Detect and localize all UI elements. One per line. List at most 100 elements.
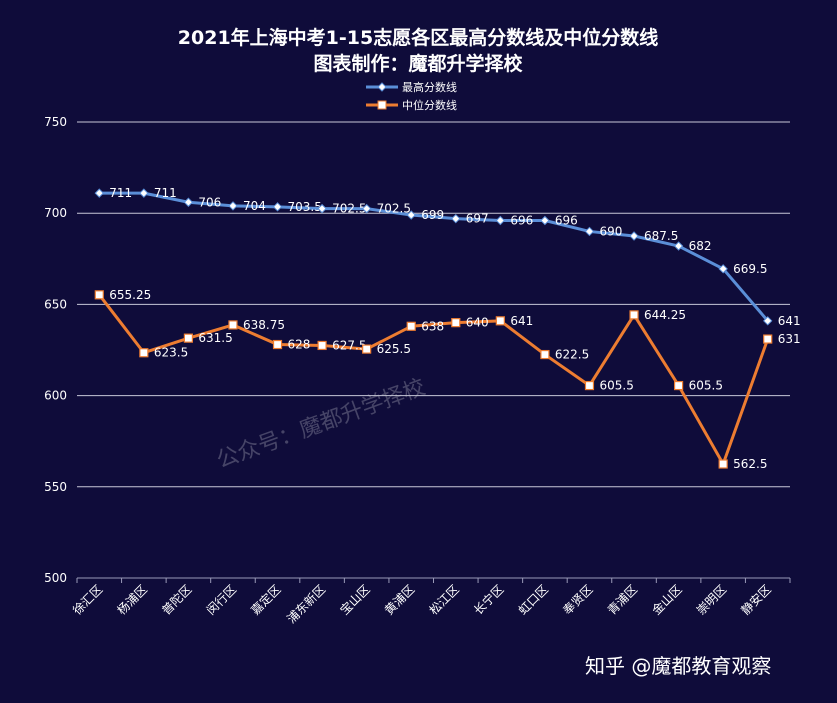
y-axis: 500 550 600 650 700 750 [44, 115, 67, 585]
x-tick-label: 浦东新区 [284, 582, 329, 627]
data-point [272, 202, 283, 212]
data-label: 696 [510, 213, 533, 227]
data-point [317, 340, 327, 351]
x-tick-label: 徐汇区 [69, 582, 105, 618]
legend-item-max: 最高分数线 [366, 80, 457, 94]
data-label: 711 [154, 186, 177, 200]
x-tick-label: 长宁区 [470, 582, 506, 618]
data-label: 631.5 [198, 331, 232, 345]
x-tick-label: 闵行区 [203, 582, 239, 618]
legend: 最高分数线 中位分数线 [366, 80, 457, 112]
data-point [584, 380, 595, 391]
data-label: 669.5 [733, 262, 767, 276]
data-label: 682 [689, 239, 712, 253]
data-point [228, 320, 238, 330]
data-point [451, 213, 461, 224]
data-point [763, 334, 773, 344]
data-label: 628 [288, 338, 311, 352]
data-label: 655.25 [109, 288, 151, 302]
data-label: 638.75 [243, 318, 285, 332]
data-point [718, 264, 728, 274]
data-label: 641 [510, 314, 533, 328]
data-label: 638 [421, 319, 444, 333]
data-point [673, 241, 684, 251]
legend-marker-square-icon [377, 100, 387, 110]
series-line [98, 293, 770, 466]
x-axis: 徐汇区 杨浦区 普陀区 闵行区 嘉定区 浦东新区 宝山区 黄浦区 松江区 长宁区 虹口区 奉贤区 青浦区… [69, 578, 791, 627]
data-label: 562.5 [733, 457, 767, 471]
y-tick-label: 500 [44, 571, 67, 585]
data-point [629, 231, 639, 241]
data-label: 699 [421, 208, 444, 222]
data-point [94, 290, 104, 300]
data-point [272, 339, 283, 350]
data-label: 627.5 [332, 338, 366, 352]
data-point [317, 203, 327, 214]
data-point [139, 188, 149, 198]
data-point [451, 318, 461, 328]
series-max: 711 711 706 704 703.5 702.5 702.5 699 697 696 696 6… [94, 186, 801, 328]
data-point [629, 310, 639, 320]
data-point [495, 316, 505, 326]
x-tick-label: 虹口区 [516, 582, 551, 617]
data-label: 605.5 [599, 379, 633, 393]
y-tick-label: 700 [44, 206, 67, 220]
data-label: 640 [466, 316, 489, 330]
x-tick-label: 崇明区 [694, 582, 729, 617]
data-point [94, 188, 104, 198]
legend-label-max: 最高分数线 [402, 80, 457, 94]
legend-item-median: 中位分数线 [366, 98, 457, 112]
data-label: 704 [243, 199, 266, 213]
x-tick-label: 松江区 [427, 582, 462, 617]
chart-title: 2021年上海中考1-15志愿各区最高分数线及中位分数线 [178, 26, 658, 49]
data-label: 631 [778, 332, 801, 346]
data-point [183, 333, 194, 343]
data-point [362, 344, 372, 354]
data-label: 605.5 [689, 379, 723, 393]
x-tick-label: 宝山区 [337, 582, 372, 617]
x-tick-label: 金山区 [649, 582, 685, 618]
legend-label-median: 中位分数线 [402, 98, 457, 112]
data-point [495, 215, 506, 226]
data-point [673, 380, 684, 391]
x-tick-label: 嘉定区 [248, 582, 284, 618]
data-point [584, 226, 595, 237]
y-tick-label: 600 [44, 389, 67, 403]
x-tick-label: 杨浦区 [114, 582, 150, 618]
x-tick-label: 黄浦区 [382, 582, 417, 617]
data-point [361, 203, 372, 214]
chart-subtitle: 图表制作：魔都升学择校 [313, 52, 523, 75]
data-point [228, 201, 238, 211]
footer-brand: 知乎 @魔都教育观察 [585, 654, 771, 678]
data-label: 702.5 [377, 202, 411, 216]
data-label: 622.5 [555, 348, 589, 362]
y-tick-label: 550 [44, 480, 67, 494]
x-tick-label: 奉贤区 [560, 582, 595, 617]
y-tick-label: 650 [44, 297, 67, 311]
data-label: 697 [466, 212, 489, 226]
data-label: 623.5 [154, 346, 188, 360]
data-label: 641 [778, 314, 801, 328]
y-tick-label: 750 [44, 115, 67, 129]
x-tick-label: 静安区 [738, 582, 774, 618]
data-point [183, 197, 194, 207]
data-label: 644.25 [644, 308, 686, 322]
data-point [139, 348, 149, 358]
legend-marker-diamond-icon [377, 82, 387, 92]
data-label: 687.5 [644, 229, 678, 243]
data-label: 702.5 [332, 202, 366, 216]
data-label: 690 [599, 224, 622, 238]
data-point [763, 316, 773, 326]
x-tick-label: 普陀区 [158, 582, 194, 618]
data-point [540, 349, 550, 360]
data-point [718, 459, 728, 469]
data-point [406, 321, 416, 331]
watermark: 公众号：魔都升学择校 [214, 375, 429, 474]
data-label: 625.5 [377, 342, 411, 356]
data-label: 696 [555, 213, 578, 227]
data-point [406, 210, 416, 220]
x-tick-label: 青浦区 [605, 582, 640, 617]
data-label: 711 [109, 186, 132, 200]
